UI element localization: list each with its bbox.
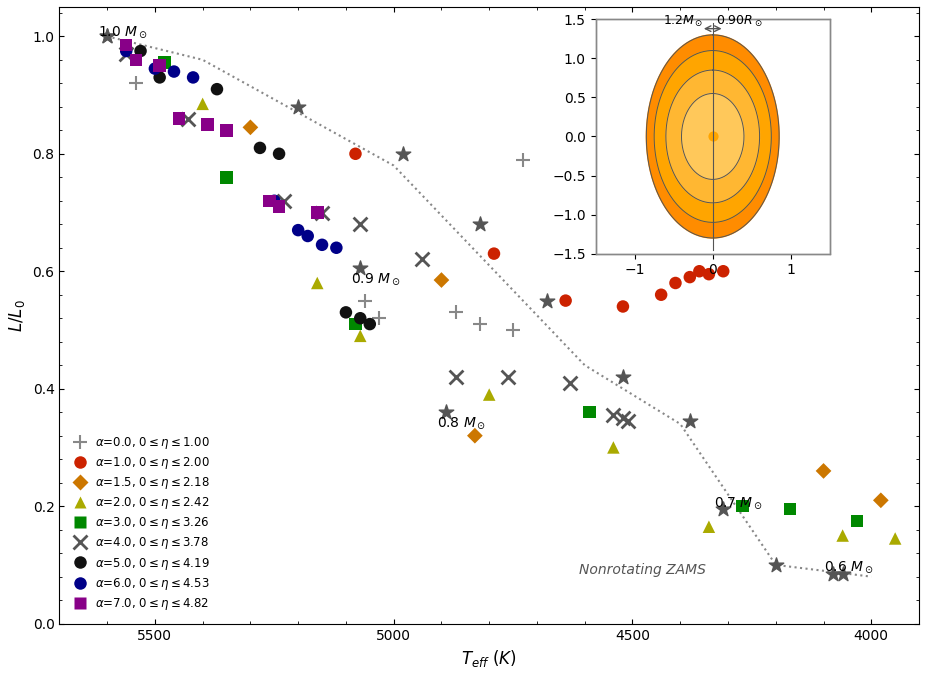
Point	[692, 266, 707, 276]
Point	[119, 49, 133, 59]
Point	[171, 113, 186, 124]
Point	[472, 318, 487, 329]
Point	[353, 219, 368, 230]
Point	[439, 407, 454, 418]
Point	[716, 266, 731, 276]
Text: 0.9 $M_\odot$: 0.9 $M_\odot$	[351, 272, 400, 287]
Point	[616, 372, 631, 383]
Point	[353, 331, 368, 341]
Text: 1.0 $M_\odot$: 1.0 $M_\odot$	[97, 24, 147, 39]
Point	[147, 63, 162, 74]
Point	[702, 269, 717, 280]
Point	[152, 60, 167, 71]
Point	[486, 248, 501, 259]
Point	[129, 54, 144, 65]
Point	[539, 295, 554, 306]
Point	[434, 274, 449, 285]
Point	[826, 569, 841, 579]
Point	[601, 160, 616, 171]
Point	[515, 154, 530, 165]
Point	[315, 207, 330, 218]
Point	[816, 466, 831, 477]
Point	[372, 313, 387, 324]
Point	[606, 410, 620, 420]
Point	[606, 442, 620, 453]
X-axis label: $T_{eff}$ $(K)$: $T_{eff}$ $(K)$	[461, 648, 517, 669]
Point	[472, 219, 487, 230]
Point	[563, 377, 578, 388]
Point	[654, 289, 669, 300]
Point	[209, 84, 224, 95]
Point	[362, 318, 377, 329]
Y-axis label: $L/L_0$: $L/L_0$	[6, 299, 27, 332]
Point	[195, 99, 210, 110]
Point	[468, 431, 482, 441]
Point	[348, 148, 363, 159]
Point	[310, 207, 325, 218]
Legend: $\alpha$=0.0, $0\leq\eta\leq$1.00, $\alpha$=1.0, $0\leq\eta\leq$2.00, $\alpha$=1: $\alpha$=0.0, $0\leq\eta\leq$1.00, $\alp…	[65, 429, 216, 618]
Point	[558, 295, 573, 306]
Text: Nonrotating ZAMS: Nonrotating ZAMS	[579, 562, 706, 577]
Point	[291, 224, 306, 235]
Point	[357, 295, 372, 306]
Point	[100, 31, 115, 42]
Point	[119, 40, 133, 51]
Point	[582, 407, 597, 418]
Point	[219, 125, 234, 136]
Point	[315, 239, 330, 250]
Point	[267, 195, 282, 206]
Point	[291, 101, 306, 112]
Point	[682, 272, 697, 283]
Point	[353, 263, 368, 274]
Point	[100, 31, 115, 42]
Point	[200, 119, 215, 130]
Point	[769, 560, 783, 571]
Point	[835, 530, 850, 541]
Point	[133, 45, 148, 56]
Point	[702, 521, 717, 532]
Point	[300, 231, 315, 241]
Point	[253, 143, 268, 153]
Point	[616, 412, 631, 423]
Text: 0.7 $M_\odot$: 0.7 $M_\odot$	[714, 495, 762, 510]
Point	[682, 416, 697, 427]
Point	[873, 495, 888, 506]
Point	[395, 148, 410, 159]
Point	[849, 515, 864, 526]
Point	[782, 504, 797, 514]
Point	[735, 501, 750, 512]
Point	[310, 278, 325, 289]
Point	[167, 66, 181, 77]
Point	[186, 72, 201, 83]
Point	[888, 533, 903, 544]
Point	[277, 195, 292, 206]
Point	[668, 278, 682, 289]
Text: 0.8 $M_\odot$: 0.8 $M_\odot$	[437, 416, 486, 431]
Point	[448, 372, 463, 383]
Point	[482, 389, 496, 400]
Point	[129, 78, 144, 89]
Point	[506, 324, 520, 335]
Point	[329, 242, 344, 253]
Point	[339, 307, 354, 318]
Point	[157, 57, 172, 68]
Point	[271, 148, 286, 159]
Point	[353, 313, 368, 324]
Point	[835, 569, 850, 579]
Point	[415, 254, 430, 265]
Point	[348, 318, 363, 329]
Point	[119, 45, 133, 56]
Point	[219, 172, 234, 183]
Point	[181, 113, 195, 124]
Point	[716, 504, 731, 514]
Point	[501, 372, 516, 383]
Point	[262, 195, 277, 206]
Point	[616, 301, 631, 312]
Point	[620, 416, 635, 427]
Text: 0.6 $M_\odot$: 0.6 $M_\odot$	[823, 560, 873, 575]
Point	[243, 122, 257, 132]
Point	[152, 72, 167, 83]
Point	[448, 307, 463, 318]
Point	[271, 201, 286, 212]
